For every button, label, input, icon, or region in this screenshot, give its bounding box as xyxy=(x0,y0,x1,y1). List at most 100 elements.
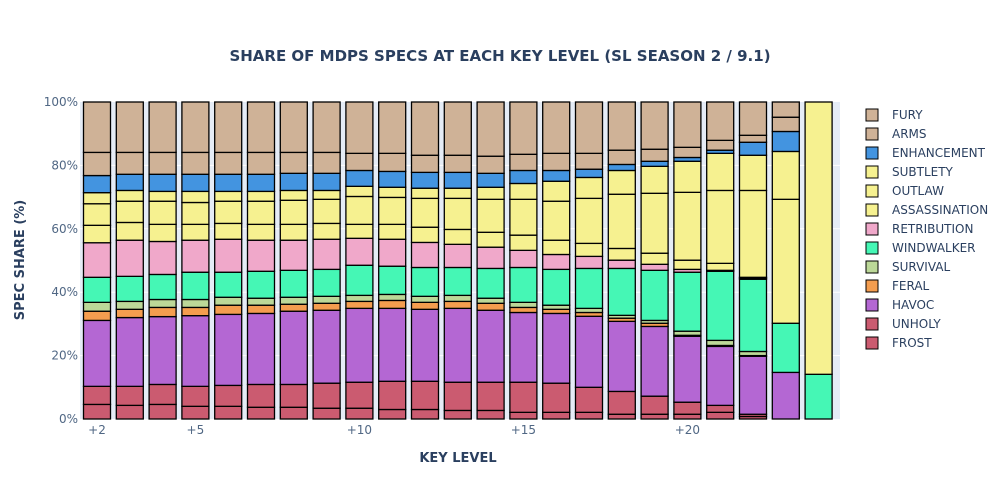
bar-segment-havoc-10[interactable] xyxy=(345,307,374,383)
bar-segment-unholy-6[interactable] xyxy=(214,384,243,407)
bar-segment-fury-11[interactable] xyxy=(378,101,407,155)
bar-segment-retribution-8[interactable] xyxy=(279,239,308,271)
bar-segment-retribution-6[interactable] xyxy=(214,238,243,273)
bar-segment-enhancement-10[interactable] xyxy=(345,169,374,187)
bar-segment-feral-4[interactable] xyxy=(148,306,177,318)
bar-segment-outlaw-7[interactable] xyxy=(246,200,276,226)
bar-segment-havoc-18[interactable] xyxy=(607,320,636,393)
bar-segment-arms-2[interactable] xyxy=(82,151,112,177)
bar-segment-enhancement-14[interactable] xyxy=(476,172,505,188)
bar-segment-frost-11[interactable] xyxy=(378,408,407,420)
bar-segment-windwalker-21[interactable] xyxy=(706,270,735,342)
bar-segment-havoc-20[interactable] xyxy=(673,335,702,403)
bar-segment-frost-5[interactable] xyxy=(181,405,210,420)
bar-segment-assassination-4[interactable] xyxy=(148,223,177,243)
bar-segment-assassination-11[interactable] xyxy=(378,223,407,240)
bar-segment-retribution-10[interactable] xyxy=(345,237,374,266)
bar-segment-havoc-15[interactable] xyxy=(509,311,538,383)
bar-segment-subtlety-15[interactable] xyxy=(509,182,538,200)
bar-segment-retribution-7[interactable] xyxy=(246,239,276,272)
bar-segment-enhancement-11[interactable] xyxy=(378,170,407,188)
bar-segment-enhancement-6[interactable] xyxy=(214,173,243,193)
bar-segment-outlaw-13[interactable] xyxy=(443,197,472,231)
bar-segment-arms-19[interactable] xyxy=(640,148,669,162)
bar-segment-arms-4[interactable] xyxy=(148,151,177,175)
bar-segment-arms-14[interactable] xyxy=(476,155,505,174)
bar-segment-feral-5[interactable] xyxy=(181,306,210,317)
bar-segment-frost-18[interactable] xyxy=(607,413,636,420)
bar-segment-windwalker-7[interactable] xyxy=(246,270,276,299)
bar-segment-fury-15[interactable] xyxy=(509,101,538,155)
bar-segment-unholy-11[interactable] xyxy=(378,380,407,411)
bar-segment-enhancement-12[interactable] xyxy=(410,171,440,189)
bar-segment-havoc-2[interactable] xyxy=(82,319,112,387)
bar-segment-outlaw-2[interactable] xyxy=(82,203,112,226)
bar-segment-outlaw-11[interactable] xyxy=(378,196,407,226)
legend-item-outlaw[interactable]: OUTLAW xyxy=(865,184,944,198)
bar-segment-fury-2[interactable] xyxy=(82,101,112,154)
bar-segment-assassination-6[interactable] xyxy=(214,222,243,240)
bar-segment-enhancement-7[interactable] xyxy=(246,173,276,193)
bar-segment-subtlety-16[interactable] xyxy=(542,180,571,202)
bar-segment-havoc-5[interactable] xyxy=(181,315,210,387)
bar-segment-frost-19[interactable] xyxy=(640,413,669,420)
bar-segment-retribution-11[interactable] xyxy=(378,238,407,267)
bar-segment-fury-16[interactable] xyxy=(542,101,571,155)
bar-segment-havoc-19[interactable] xyxy=(640,325,669,397)
bar-segment-windwalker-5[interactable] xyxy=(181,271,210,301)
bar-segment-arms-13[interactable] xyxy=(443,154,472,174)
bar-segment-windwalker-2[interactable] xyxy=(82,276,112,303)
bar-segment-assassination-19[interactable] xyxy=(640,252,669,265)
bar-segment-windwalker-14[interactable] xyxy=(476,267,505,299)
bar-segment-fury-5[interactable] xyxy=(181,101,210,154)
bar-segment-subtlety-9[interactable] xyxy=(312,189,341,200)
bar-segment-survival-13[interactable] xyxy=(443,294,472,303)
bar-segment-subtlety-12[interactable] xyxy=(410,187,440,200)
bar-segment-havoc-12[interactable] xyxy=(410,308,440,382)
bar-segment-enhancement-16[interactable] xyxy=(542,169,571,182)
bar-segment-feral-9[interactable] xyxy=(312,302,341,311)
bar-segment-unholy-21[interactable] xyxy=(706,404,735,413)
bar-segment-unholy-17[interactable] xyxy=(574,386,604,413)
bar-segment-arms-3[interactable] xyxy=(115,151,144,175)
bar-segment-windwalker-15[interactable] xyxy=(509,266,538,303)
bar-segment-frost-7[interactable] xyxy=(246,406,276,420)
bar-segment-fury-17[interactable] xyxy=(574,101,604,155)
bar-segment-retribution-16[interactable] xyxy=(542,253,571,271)
bar-segment-retribution-9[interactable] xyxy=(312,238,341,271)
bar-segment-havoc-6[interactable] xyxy=(214,313,243,387)
legend-item-retribution[interactable]: RETRIBUTION xyxy=(865,222,973,236)
bar-segment-assassination-23[interactable] xyxy=(771,198,800,324)
bar-segment-enhancement-5[interactable] xyxy=(181,173,210,193)
bar-segment-survival-6[interactable] xyxy=(214,296,243,306)
bar-segment-assassination-10[interactable] xyxy=(345,223,374,239)
bar-segment-unholy-5[interactable] xyxy=(181,385,210,407)
bar-segment-fury-12[interactable] xyxy=(410,101,440,156)
bar-segment-retribution-18[interactable] xyxy=(607,259,636,270)
bar-segment-windwalker-10[interactable] xyxy=(345,264,374,297)
bar-segment-unholy-20[interactable] xyxy=(673,401,702,415)
bar-segment-outlaw-6[interactable] xyxy=(214,200,243,225)
bar-segment-feral-3[interactable] xyxy=(115,308,144,319)
bar-segment-fury-4[interactable] xyxy=(148,101,177,154)
bar-segment-enhancement-19[interactable] xyxy=(640,160,669,168)
bar-segment-fury-14[interactable] xyxy=(476,101,505,157)
legend-item-fury[interactable]: FURY xyxy=(865,108,923,122)
bar-segment-survival-5[interactable] xyxy=(181,298,210,309)
bar-segment-outlaw-19[interactable] xyxy=(640,192,669,254)
bar-segment-arms-6[interactable] xyxy=(214,151,243,175)
bar-segment-enhancement-2[interactable] xyxy=(82,174,112,194)
bar-segment-assassination-20[interactable] xyxy=(673,259,702,271)
bar-segment-outlaw-5[interactable] xyxy=(181,201,210,226)
bar-segment-outlaw-23[interactable] xyxy=(771,150,800,200)
bar-segment-assassination-13[interactable] xyxy=(443,228,472,245)
bar-segment-subtlety-17[interactable] xyxy=(574,176,604,200)
bar-segment-frost-9[interactable] xyxy=(312,407,341,420)
bar-segment-survival-9[interactable] xyxy=(312,295,341,304)
bar-segment-subtlety-4[interactable] xyxy=(148,190,177,202)
bar-segment-fury-23[interactable] xyxy=(771,101,800,118)
bar-segment-subtlety-21[interactable] xyxy=(706,152,735,192)
bar-segment-unholy-16[interactable] xyxy=(542,382,571,413)
bar-segment-unholy-10[interactable] xyxy=(345,381,374,409)
bar-segment-arms-7[interactable] xyxy=(246,151,276,175)
